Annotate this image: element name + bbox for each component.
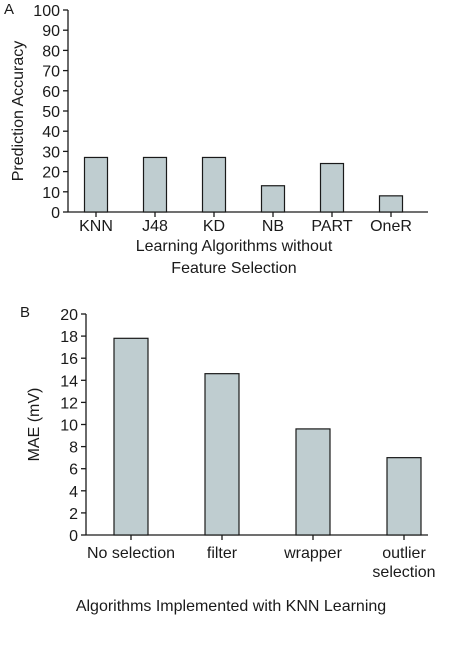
x-category-label: OneR [370,218,412,235]
y-tick-label: 90 [42,23,60,40]
x-axis-label: Learning Algorithms without [136,238,333,255]
y-tick-label: 12 [60,395,78,412]
y-tick-label: 10 [60,418,78,435]
y-tick-label: 50 [42,104,60,121]
y-tick-label: 2 [69,506,78,523]
y-tick-label: 20 [60,307,78,324]
bar [386,457,422,536]
bar [204,373,240,536]
panel-a-bar-chart: A 0 10 20 30 40 50 60 70 80 90 100 KNN J48 KD NB PART One… [4,1,428,277]
x-axis-label: Feature Selection [171,260,296,277]
y-tick-label: 8 [69,440,78,457]
x-category-label: filter [207,545,238,562]
y-tick-label: 100 [33,3,60,20]
y-tick-label: 70 [42,64,60,81]
y-axis-label: MAE (mV) [26,388,43,462]
bar [113,337,149,536]
y-tick-label: 20 [42,165,60,182]
x-category-label: PART [311,218,352,235]
bar [378,195,404,213]
y-tick-label: 60 [42,84,60,101]
bar [201,156,227,213]
y-tick-label: 4 [69,484,78,501]
panel-letter: B [20,304,30,321]
y-tick-label: 14 [60,373,78,390]
x-axis-label: Algorithms Implemented with KNN Learning [76,598,386,615]
panel-letter: A [4,1,14,18]
x-category-label: J48 [142,218,168,235]
bar [319,162,345,213]
bar [295,428,331,536]
y-tick-label: 16 [60,351,78,368]
y-tick-label: 40 [42,124,60,141]
bar [260,185,286,213]
y-tick-label: 0 [69,528,78,545]
x-category-label: KD [203,218,225,235]
y-axis-label: Prediction Accuracy [10,41,27,182]
y-tick-label: 0 [51,205,60,222]
bar [83,156,109,213]
x-category-label: NB [262,218,284,235]
x-category-label: KNN [79,218,113,235]
y-tick-label: 18 [60,329,78,346]
x-category-label: No selection [87,545,175,562]
y-tick-label: 30 [42,144,60,161]
panel-b-bar-chart: B 0 2 4 6 8 10 12 14 16 18 20 No selection filter wrap… [20,304,436,615]
bar [142,156,168,213]
y-tick-label: 10 [42,185,60,202]
y-tick-label: 6 [69,462,78,479]
y-tick-label: 80 [42,43,60,60]
x-category-label: selection [372,564,435,581]
x-category-label: wrapper [283,545,342,562]
x-category-label: outlier [382,545,426,562]
